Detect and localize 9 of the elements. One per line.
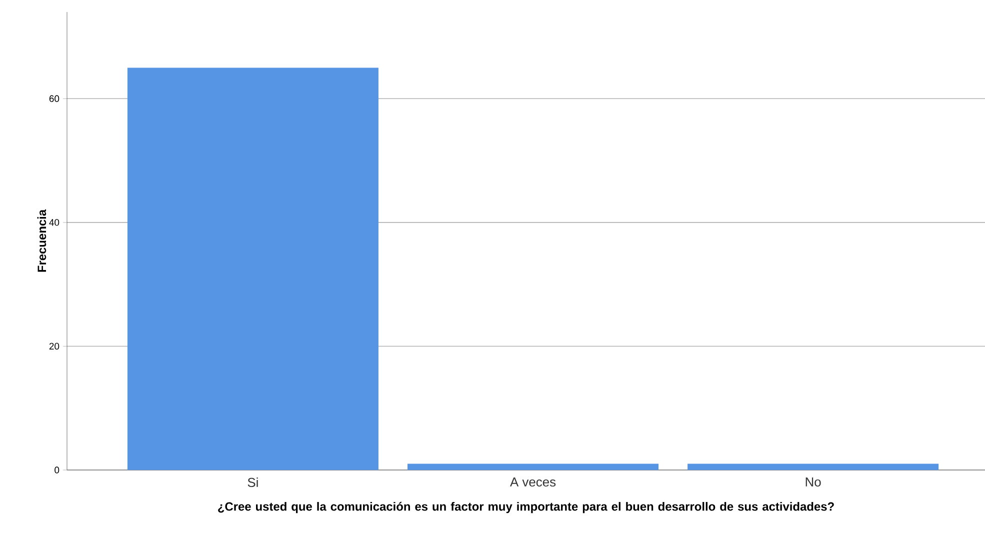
y-tick-label: 40 [49, 219, 60, 226]
x-tick-label: Si [248, 478, 258, 488]
y-tick-label: 60 [49, 95, 60, 102]
x-tick-label: No [806, 478, 821, 487]
x-tick-label: A veces [510, 478, 556, 487]
y-tick-label: 20 [49, 342, 60, 350]
y-tick-label: 0 [54, 466, 60, 474]
y-axis-title: Frecuencia [37, 209, 46, 272]
x-axis-title: ¿Cree usted que la comunicación es un factor muy importante para el buen desarrollo de sus actividades? [218, 502, 834, 514]
